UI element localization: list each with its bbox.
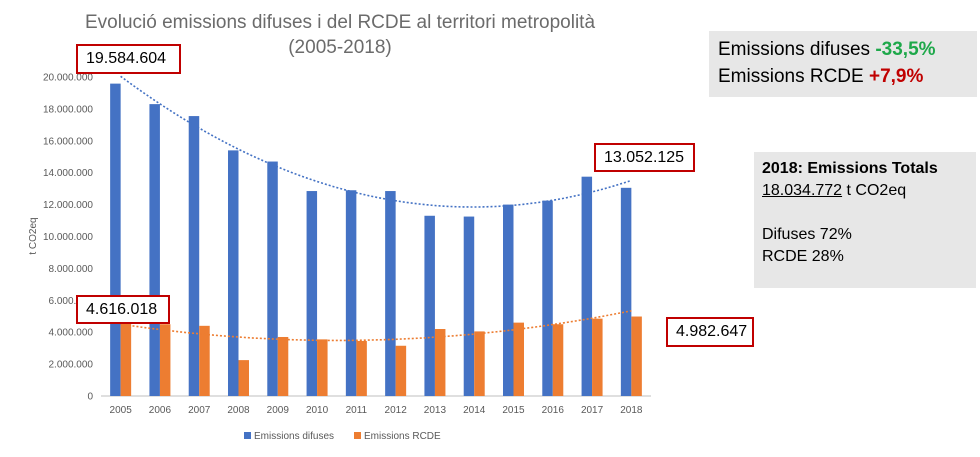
- bar-rcde-2010: [317, 339, 328, 396]
- callout-difuses-2005-value: 19.584.604: [86, 50, 167, 67]
- totals-value: 18.034.772: [762, 182, 843, 199]
- bar-difuses-2009: [267, 161, 278, 396]
- totals-value-row: 18.034.772 t CO2eq: [762, 180, 968, 202]
- callout-rcde-2018-value: 4.982.647: [676, 323, 748, 340]
- bar-rcde-2014: [474, 331, 485, 396]
- y-tick-label: 18.000.000: [43, 104, 93, 115]
- trendline-rcde: [120, 310, 632, 342]
- chart-title: Evolució emissions difuses i del RCDE al…: [60, 10, 620, 60]
- bar-difuses-2014: [463, 216, 475, 396]
- bar-rcde-2007: [199, 325, 210, 396]
- totals-panel: 2018: Emissions Totals 18.034.772 t CO2e…: [754, 152, 976, 288]
- legend-rcde-swatch: [354, 432, 361, 439]
- y-tick-label: 6.000.000: [49, 296, 94, 307]
- bar-difuses-2005: [110, 83, 121, 397]
- bar-difuses-2007: [188, 116, 200, 396]
- x-tick-label: 2014: [463, 405, 486, 416]
- x-tick-label: 2015: [502, 405, 525, 416]
- summary-difuses-change: -33,5%: [875, 39, 936, 60]
- x-tick-label: 2010: [306, 405, 329, 416]
- x-tick-label: 2013: [424, 405, 447, 416]
- bar-difuses-2010: [306, 191, 318, 396]
- y-tick-label: 14.000.000: [43, 168, 93, 179]
- x-tick-label: 2005: [110, 405, 133, 416]
- y-tick-label: 0: [87, 392, 93, 403]
- legend-difuses-swatch: [244, 432, 251, 439]
- bar-rcde-2011: [356, 340, 367, 396]
- bar-rcde-2012: [395, 345, 407, 396]
- bar-rcde-2015: [513, 322, 524, 396]
- summary-difuses-row: Emissions difuses -33,5%: [718, 36, 968, 63]
- y-tick-label: 20.000.000: [43, 73, 93, 84]
- bar-rcde-2018: [631, 316, 642, 396]
- bar-difuses-2017: [581, 176, 593, 396]
- bar-difuses-2012: [385, 191, 396, 396]
- x-tick-label: 2011: [346, 405, 368, 416]
- legend-rcde-label: Emissions RCDE: [364, 431, 441, 442]
- callout-rcde-2018: 4.982.647: [666, 317, 754, 347]
- change-summary-panel: Emissions difuses -33,5% Emissions RCDE …: [709, 31, 977, 97]
- y-tick-label: 12.000.000: [43, 200, 93, 211]
- bar-difuses-2016: [542, 200, 553, 396]
- x-tick-label: 2008: [227, 405, 250, 416]
- y-tick-label: 8.000.000: [49, 264, 94, 275]
- totals-heading: 2018: Emissions Totals: [762, 160, 938, 177]
- x-tick-label: 2006: [149, 405, 172, 416]
- bar-rcde-2013: [434, 329, 446, 396]
- totals-rcde-share: RCDE 28%: [762, 248, 844, 265]
- trendline-difuses: [120, 75, 632, 208]
- callout-difuses-2018-value: 13.052.125: [604, 148, 685, 166]
- bar-rcde-2016: [552, 324, 564, 396]
- bar-difuses-2008: [228, 150, 239, 396]
- bar-rcde-2009: [277, 336, 289, 396]
- y-axis-title: t CO2eq: [28, 217, 39, 254]
- y-tick-label: 4.000.000: [49, 328, 94, 339]
- bar-difuses-2013: [424, 215, 435, 396]
- chart-title-line-2: (2005-2018): [288, 37, 392, 58]
- bar-rcde-2017: [592, 318, 603, 396]
- x-tick-label: 2017: [581, 405, 604, 416]
- x-tick-label: 2009: [267, 405, 290, 416]
- totals-unit: t CO2eq: [842, 182, 907, 199]
- bar-rcde-2008: [238, 360, 249, 396]
- y-tick-label: 16.000.000: [43, 136, 93, 147]
- x-tick-label: 2018: [620, 405, 643, 416]
- summary-rcde-label: Emissions RCDE: [718, 66, 864, 87]
- x-tick-label: 2007: [188, 405, 211, 416]
- x-tick-label: 2016: [542, 405, 565, 416]
- callout-difuses-2018: 13.052.125: [594, 143, 695, 172]
- chart-title-line-1: Evolució emissions difuses i del RCDE al…: [84, 12, 596, 33]
- bar-difuses-2006: [149, 104, 160, 397]
- summary-rcde-change: +7,9%: [868, 66, 924, 87]
- y-tick-label: 10.000.000: [43, 232, 93, 243]
- x-tick-label: 2012: [385, 405, 408, 416]
- bar-difuses-2018: [620, 187, 632, 396]
- callout-difuses-2005: 19.584.604: [76, 44, 181, 74]
- summary-rcde-row: Emissions RCDE +7,9%: [718, 63, 968, 90]
- legend-difuses-label: Emissions difuses: [254, 431, 334, 442]
- bar-rcde-2006: [159, 324, 171, 396]
- totals-spacer: [762, 202, 968, 224]
- bar-difuses-2015: [503, 204, 514, 396]
- callout-rcde-2005-value: 4.616.018: [86, 300, 158, 318]
- callout-rcde-2005: 4.616.018: [76, 295, 170, 324]
- bar-difuses-2011: [345, 190, 357, 396]
- totals-difuses-share: Difuses 72%: [762, 226, 852, 243]
- bar-rcde-2005: [120, 322, 132, 396]
- y-tick-label: 2.000.000: [49, 360, 94, 371]
- summary-difuses-label: Emissions difuses: [718, 39, 871, 60]
